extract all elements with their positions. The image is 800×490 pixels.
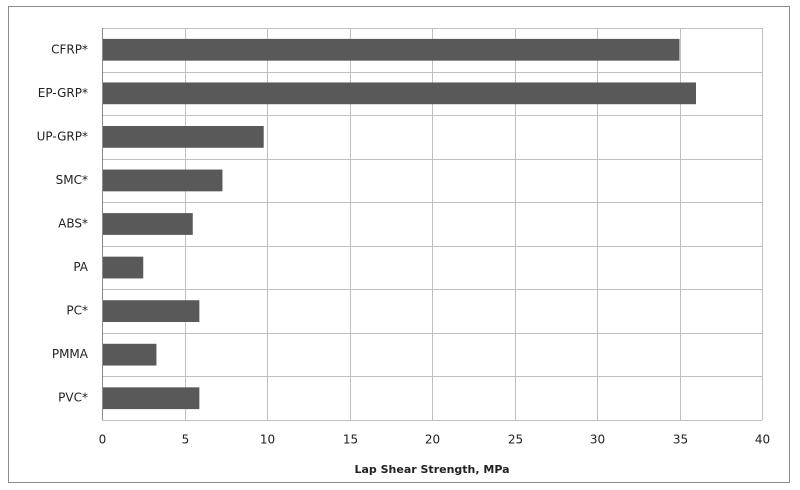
x-tick-label: 5 <box>182 433 190 447</box>
bar <box>102 343 157 366</box>
x-axis-label: Lap Shear Strength, MPa <box>354 463 509 476</box>
x-tick-label: 40 <box>755 433 770 447</box>
x-tick-label: 15 <box>343 433 358 447</box>
x-tick-label: 25 <box>508 433 523 447</box>
x-tick-label: 35 <box>673 433 688 447</box>
bar <box>102 387 200 410</box>
y-tick-label: ABS* <box>58 217 88 231</box>
y-tick-label: PC* <box>66 304 88 318</box>
chart-frame <box>8 6 790 483</box>
bar <box>102 82 696 105</box>
y-tick-label: PA <box>73 260 88 274</box>
y-tick-label: CFRP* <box>51 42 88 56</box>
x-tick-label: 0 <box>99 433 107 447</box>
bar <box>102 256 144 279</box>
y-tick-label: PMMA <box>52 347 89 361</box>
bar <box>102 300 200 322</box>
bar <box>102 38 680 61</box>
bar <box>102 126 264 148</box>
y-tick-label: UP-GRP* <box>37 129 88 143</box>
bar <box>102 213 193 235</box>
y-tick-label: EP-GRP* <box>38 86 88 100</box>
y-tick-label: PVC* <box>58 391 88 405</box>
x-tick-label: 20 <box>425 433 440 447</box>
x-tick-label: 30 <box>590 433 605 447</box>
bar <box>102 169 223 192</box>
y-tick-label: SMC* <box>56 173 88 187</box>
x-tick-label: 10 <box>260 433 275 447</box>
